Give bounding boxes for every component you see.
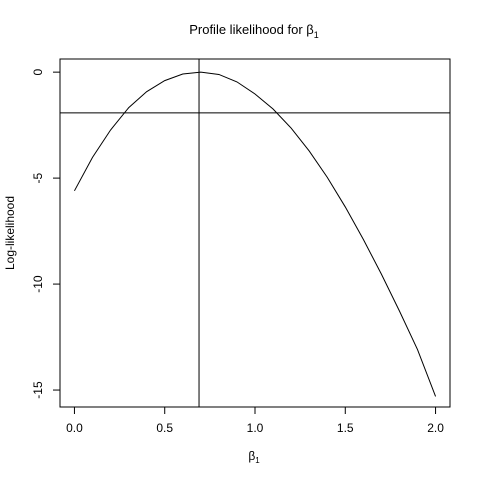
x-tick-label: 1.0 bbox=[247, 421, 264, 435]
y-axis: 0 -5 -10 -15 bbox=[31, 68, 61, 399]
x-tick-label: 1.5 bbox=[337, 421, 354, 435]
x-axis-label-subscript: 1 bbox=[255, 456, 260, 465]
x-axis-label-text: β bbox=[248, 449, 255, 463]
y-tick-label: -10 bbox=[31, 275, 45, 293]
x-axis: 0.0 0.5 1.0 1.5 2.0 bbox=[66, 406, 444, 435]
chart-title-subscript: 1 bbox=[314, 30, 319, 40]
y-tick-label: -15 bbox=[31, 381, 45, 399]
x-axis-label: β1 bbox=[248, 449, 260, 465]
y-tick-label: 0 bbox=[31, 68, 45, 75]
x-tick-label: 0.5 bbox=[156, 421, 173, 435]
log-likelihood-curve bbox=[73, 71, 437, 397]
chart-title-text: Profile likelihood for β bbox=[189, 22, 314, 37]
y-axis-label: Log-likelihood bbox=[3, 196, 17, 270]
chart-title: Profile likelihood for β1 bbox=[189, 22, 319, 40]
y-tick-label: -5 bbox=[31, 172, 45, 183]
x-tick-label: 0.0 bbox=[66, 421, 83, 435]
x-tick-label: 2.0 bbox=[427, 421, 444, 435]
